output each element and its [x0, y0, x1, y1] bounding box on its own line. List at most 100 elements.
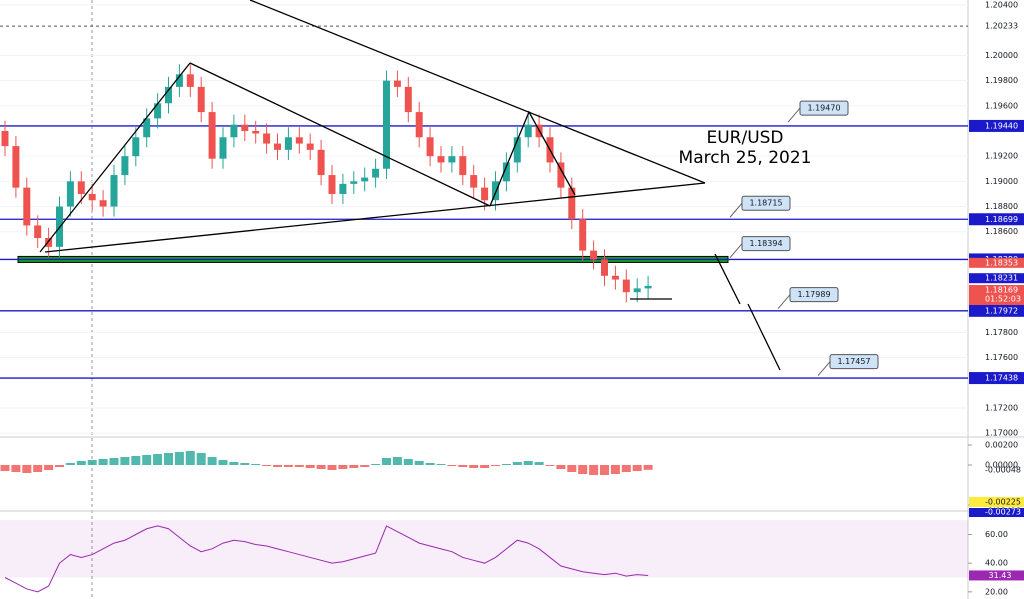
candle-body [165, 86, 172, 104]
rsi-line [4, 525, 649, 593]
macd-bar [98, 459, 108, 465]
macd-bar [196, 453, 206, 465]
y-tick-label: 1.17600 [985, 353, 1018, 362]
candle-body [34, 225, 42, 239]
candle-body [492, 181, 499, 201]
macd-label: -0.00273 [985, 508, 1021, 517]
candle-body [633, 288, 641, 293]
macd-bar [523, 461, 533, 465]
candle-body [622, 279, 630, 293]
level-tag [969, 119, 1024, 132]
callout-label: 1.17989 [797, 290, 830, 299]
macd-bar [425, 463, 435, 465]
candle-body [590, 250, 598, 260]
macd-bar [327, 465, 337, 470]
macd-bar [142, 455, 152, 465]
macd-bar [87, 460, 97, 465]
macd-bar [349, 465, 359, 468]
macd-bar [578, 465, 588, 474]
rsi-tick-label: 40.00 [985, 559, 1008, 568]
macd-bar [109, 458, 119, 465]
macd-bar [65, 463, 75, 465]
macd-bar [360, 465, 370, 467]
callout-box [741, 195, 791, 211]
macd-bar [283, 465, 293, 467]
annotation: EUR/USD [706, 128, 783, 148]
macd-bar [501, 464, 511, 465]
candle-body [219, 137, 227, 159]
callout-box [829, 354, 879, 370]
macd-bar [600, 465, 609, 475]
level-label: 1.17438 [985, 374, 1018, 383]
macd-bar [207, 457, 217, 465]
y-tick-label: 1.19800 [985, 76, 1018, 85]
macd-bar [131, 456, 141, 465]
macd-tick-label: 0.00000 [985, 461, 1018, 470]
macd-bar [55, 465, 64, 467]
annotation: March 25, 2021 [679, 148, 812, 168]
candle-body [132, 137, 140, 157]
candle-body [1, 130, 9, 147]
candle-body [77, 181, 85, 194]
macd-bar [262, 465, 272, 466]
y-tick-label: 1.18800 [985, 202, 1018, 211]
callout-box [799, 100, 849, 116]
macd-bar [185, 451, 195, 465]
y-tick-label: 1.20400 [985, 1, 1018, 10]
macd-bar [11, 465, 21, 472]
macd-bar [273, 465, 282, 467]
candle-body [154, 103, 162, 119]
macd-bar [512, 462, 522, 465]
price-label: 1.18231 [985, 274, 1018, 283]
macd-bar [589, 465, 599, 475]
macd-bar [371, 464, 381, 465]
macd-bar [44, 465, 54, 470]
candle-body [448, 156, 456, 163]
macd-bar [240, 463, 250, 465]
candle-body [306, 143, 314, 150]
candle-body [241, 124, 249, 131]
level-label: 1.19440 [985, 121, 1018, 130]
callout-stem [729, 243, 743, 258]
callout-label: 1.18715 [749, 199, 782, 208]
candle-body [437, 156, 445, 163]
macd-bar [545, 465, 555, 466]
candle-body [611, 275, 619, 280]
callout-label: 1.19470 [807, 104, 840, 113]
callout-stem [729, 202, 743, 218]
y-tick-label: 1.17200 [985, 404, 1018, 413]
y-tick-label: 1.18600 [985, 227, 1018, 236]
price-tag [969, 285, 1024, 306]
macd-bar [621, 465, 631, 472]
y-tick-label: 1.17800 [985, 328, 1018, 337]
macd-bar [534, 462, 544, 465]
candle-body [339, 183, 347, 194]
macd-bar [610, 465, 620, 474]
candle-body [568, 187, 576, 220]
callout-stem [787, 107, 801, 123]
price-tag [969, 273, 1024, 284]
candle-body [361, 177, 369, 182]
level-label: 1.18699 [985, 215, 1018, 224]
candle-body [350, 181, 358, 184]
price-label: 1.18169 [985, 286, 1018, 295]
candle-body [295, 137, 303, 144]
macd-bar [458, 465, 468, 467]
callout-box [741, 236, 791, 252]
macd-bar [164, 453, 173, 465]
candle-body [481, 187, 489, 201]
candle-body [197, 86, 205, 113]
macd-bar [392, 457, 402, 465]
macd-bar [120, 457, 130, 465]
callout-label: 1.18394 [749, 239, 782, 248]
price-tag [969, 257, 1024, 268]
y-tick-label: 1.19600 [985, 101, 1018, 110]
countdown: 01:52:03 [985, 295, 1021, 304]
macd-bar [556, 465, 566, 469]
macd-bar [305, 465, 315, 468]
macd-bar [33, 465, 43, 472]
macd-bar [447, 465, 457, 466]
macd-bar [0, 465, 10, 471]
level-tag [969, 372, 1024, 385]
signal-label: -0.00225 [985, 498, 1021, 507]
